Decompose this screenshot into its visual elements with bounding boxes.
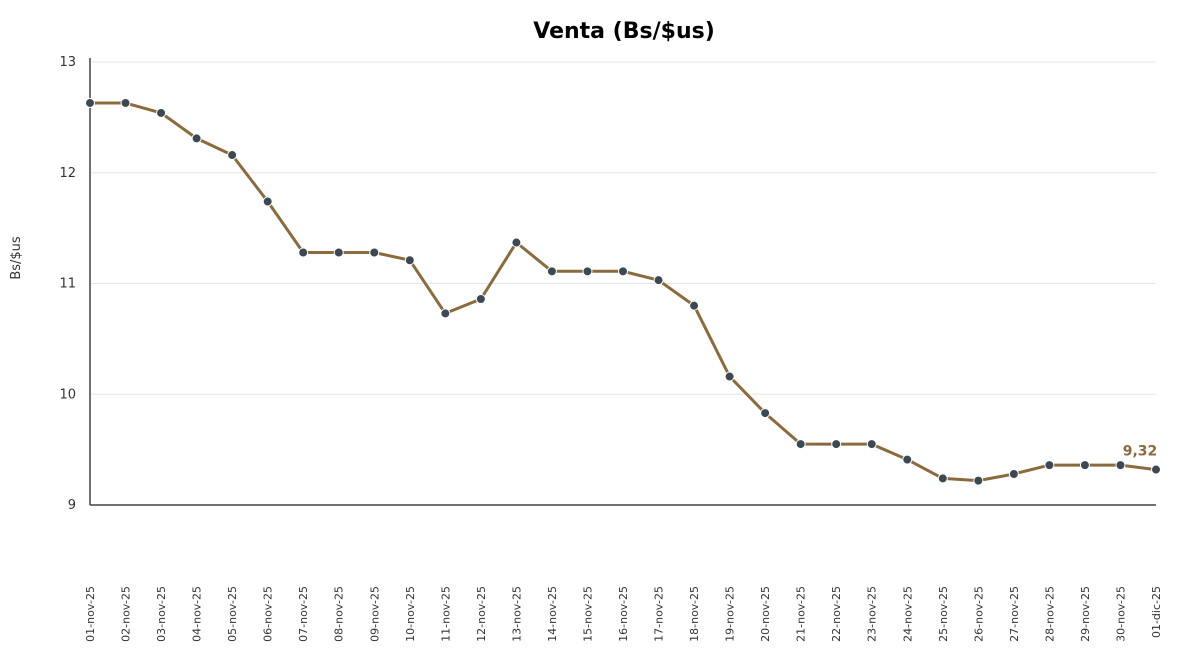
x-tick-label: 16-nov-25 bbox=[617, 586, 630, 642]
x-tick-label: 13-nov-25 bbox=[510, 586, 523, 642]
chart-title: Venta (Bs/$us) bbox=[533, 19, 715, 44]
data-point bbox=[191, 133, 202, 144]
x-tick-label: 30-nov-25 bbox=[1114, 586, 1127, 642]
x-tick-label: 07-nov-25 bbox=[297, 586, 310, 642]
data-point bbox=[1079, 460, 1090, 471]
data-point bbox=[937, 473, 948, 484]
x-tick-label: 10-nov-25 bbox=[404, 586, 417, 642]
data-point bbox=[653, 275, 664, 286]
data-point bbox=[1115, 460, 1126, 471]
x-tick-label: 01-nov-25 bbox=[84, 586, 97, 642]
x-tick-label: 05-nov-25 bbox=[226, 586, 239, 642]
x-tick-label: 25-nov-25 bbox=[937, 586, 950, 642]
x-tick-label: 14-nov-25 bbox=[546, 586, 559, 642]
data-point bbox=[831, 439, 842, 450]
data-point bbox=[227, 150, 238, 161]
y-tick-labels: 13 12 11 10 9 bbox=[59, 55, 76, 513]
data-point bbox=[404, 255, 415, 266]
x-tick-label: 11-nov-25 bbox=[439, 586, 452, 642]
y-axis-label: Bs/$us bbox=[9, 236, 24, 280]
x-tick-label: 26-nov-25 bbox=[972, 586, 985, 642]
data-point bbox=[156, 107, 167, 118]
x-tick-label: 02-nov-25 bbox=[120, 586, 133, 642]
axes bbox=[89, 58, 1156, 506]
x-tick-labels: 01-nov-25 02-nov-25 03-nov-25 04-nov-25 05-n… bbox=[84, 586, 1163, 642]
data-point bbox=[724, 371, 735, 382]
data-point bbox=[582, 266, 593, 277]
x-tick-label: 01-dic-25 bbox=[1150, 586, 1163, 638]
y-tick-label: 12 bbox=[59, 166, 76, 181]
y-tick-label: 9 bbox=[68, 498, 76, 513]
x-tick-label: 24-nov-25 bbox=[901, 586, 914, 642]
data-point bbox=[298, 247, 309, 258]
x-tick-label: 20-nov-25 bbox=[759, 586, 772, 642]
data-point bbox=[618, 266, 628, 277]
y-tick-label: 11 bbox=[59, 277, 76, 292]
y-tick-label: 10 bbox=[59, 387, 76, 402]
data-point bbox=[262, 196, 273, 207]
data-point bbox=[120, 97, 131, 108]
x-tick-label: 19-nov-25 bbox=[724, 586, 737, 642]
x-tick-label: 27-nov-25 bbox=[1008, 586, 1021, 642]
x-tick-label: 28-nov-25 bbox=[1043, 586, 1056, 642]
data-point bbox=[760, 408, 771, 419]
series-line bbox=[90, 101, 1157, 483]
data-point bbox=[369, 247, 380, 258]
data-point bbox=[1008, 468, 1019, 479]
data-point bbox=[866, 439, 877, 450]
data-point bbox=[440, 308, 451, 319]
x-tick-label: 09-nov-25 bbox=[368, 586, 381, 642]
x-tick-label: 12-nov-25 bbox=[475, 586, 488, 642]
series-venta bbox=[90, 101, 1157, 483]
data-points bbox=[85, 97, 1161, 486]
x-tick-label: 23-nov-25 bbox=[866, 586, 879, 642]
grid-lines bbox=[90, 61, 1156, 395]
x-tick-label: 15-nov-25 bbox=[581, 586, 594, 642]
x-tick-label: 29-nov-25 bbox=[1079, 586, 1092, 642]
data-point bbox=[475, 294, 486, 305]
last-value-label: 9,32 bbox=[1123, 444, 1158, 460]
x-tick-label: 04-nov-25 bbox=[191, 586, 204, 642]
data-point bbox=[1044, 460, 1055, 471]
x-tick-label: 18-nov-25 bbox=[688, 586, 701, 642]
data-point bbox=[973, 475, 984, 486]
data-point bbox=[902, 454, 913, 465]
data-point bbox=[689, 300, 700, 311]
y-tick-label: 13 bbox=[59, 55, 76, 70]
x-tick-label: 03-nov-25 bbox=[155, 586, 168, 642]
data-point bbox=[795, 439, 806, 450]
x-tick-label: 21-nov-25 bbox=[795, 586, 808, 642]
data-point bbox=[85, 97, 95, 108]
x-tick-label: 08-nov-25 bbox=[333, 586, 346, 642]
data-point bbox=[333, 247, 344, 258]
x-tick-label: 06-nov-25 bbox=[262, 586, 275, 642]
data-point bbox=[546, 266, 557, 277]
data-point bbox=[511, 237, 522, 248]
x-tick-label: 17-nov-25 bbox=[653, 586, 666, 642]
x-tick-label: 22-nov-25 bbox=[830, 586, 843, 642]
data-point bbox=[1151, 464, 1161, 475]
